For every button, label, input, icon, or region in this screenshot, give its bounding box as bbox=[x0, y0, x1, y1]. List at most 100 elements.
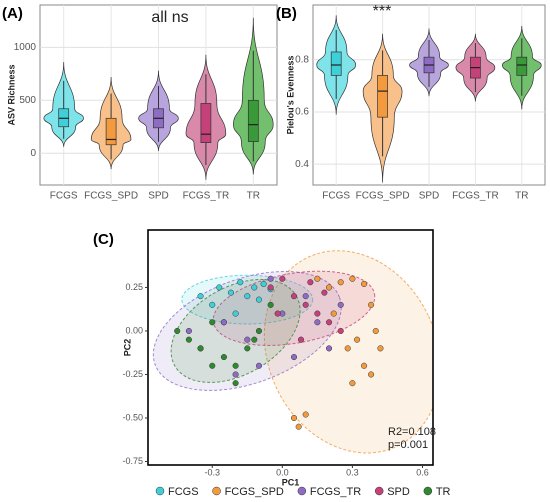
point bbox=[314, 319, 321, 326]
point bbox=[232, 310, 239, 317]
y-tick-label: 0.25 bbox=[125, 282, 143, 292]
x-tick-label: TR bbox=[515, 191, 528, 202]
point bbox=[185, 336, 192, 343]
point bbox=[267, 275, 274, 282]
point bbox=[251, 336, 258, 343]
y-tick-label: 1000 bbox=[14, 42, 37, 53]
legend-label: FCGS bbox=[168, 486, 199, 498]
point bbox=[197, 293, 204, 300]
legend-label: FCGS_TR bbox=[310, 486, 361, 498]
point bbox=[297, 336, 305, 343]
panel-label: (B) bbox=[276, 5, 297, 22]
point bbox=[255, 296, 263, 303]
x-tick-label: -0.3 bbox=[204, 467, 220, 477]
legend-marker bbox=[297, 486, 307, 496]
point bbox=[325, 345, 333, 352]
y-tick-label: 500 bbox=[19, 95, 36, 106]
y-tick-label: -0.25 bbox=[122, 369, 143, 379]
y-axis-label: PC2 bbox=[122, 339, 132, 357]
point bbox=[290, 293, 298, 300]
x-tick-label: SPD bbox=[419, 191, 440, 202]
point bbox=[349, 380, 356, 387]
box bbox=[200, 103, 212, 143]
annotation: all ns bbox=[151, 9, 188, 26]
box bbox=[516, 56, 528, 76]
y-axis-label: Pielou's Evenness bbox=[285, 56, 295, 135]
x-tick-label: FCGS_SPD bbox=[84, 191, 138, 202]
point bbox=[302, 411, 309, 418]
point bbox=[344, 345, 351, 352]
point bbox=[220, 319, 227, 326]
point bbox=[349, 275, 356, 282]
legend-marker bbox=[212, 486, 221, 496]
confidence-ellipse bbox=[263, 250, 433, 454]
point bbox=[244, 293, 251, 300]
legend-marker bbox=[155, 486, 165, 496]
point bbox=[255, 362, 263, 369]
point bbox=[307, 279, 314, 286]
box bbox=[105, 117, 117, 146]
point bbox=[279, 275, 286, 282]
point bbox=[260, 280, 267, 288]
y-tick-label: 0 bbox=[30, 148, 36, 159]
annotation: p=0.001 bbox=[388, 439, 428, 451]
point bbox=[302, 301, 309, 308]
point bbox=[321, 289, 328, 296]
point bbox=[227, 289, 234, 296]
point bbox=[361, 280, 368, 288]
point bbox=[314, 310, 321, 317]
y-tick-label: 0.8 bbox=[295, 54, 309, 65]
panel-label: (A) bbox=[2, 5, 23, 22]
point bbox=[377, 345, 384, 352]
point bbox=[337, 279, 344, 286]
x-tick-label: FCGS bbox=[50, 191, 78, 202]
point bbox=[237, 279, 244, 286]
x-tick-label: 0.0 bbox=[276, 467, 289, 477]
plot-border bbox=[147, 229, 434, 466]
point bbox=[232, 380, 239, 387]
point bbox=[368, 301, 375, 308]
annotation: *** bbox=[373, 3, 392, 20]
point bbox=[354, 336, 361, 343]
x-axis-label: PC1 bbox=[282, 477, 300, 487]
point bbox=[325, 319, 333, 326]
point bbox=[244, 336, 251, 343]
y-axis-label: ASV Richness bbox=[6, 64, 16, 125]
y-tick-label: -0.75 bbox=[122, 456, 143, 466]
legend-label: SPD bbox=[387, 486, 410, 498]
point bbox=[197, 345, 204, 352]
point bbox=[274, 310, 281, 317]
annotation: R2=0.108 bbox=[388, 426, 436, 438]
point bbox=[267, 301, 274, 308]
panel-label: (C) bbox=[93, 231, 114, 248]
point bbox=[337, 327, 344, 335]
point bbox=[232, 362, 239, 369]
point bbox=[372, 327, 379, 335]
x-tick-label: FCGS bbox=[322, 191, 350, 202]
point bbox=[302, 293, 309, 300]
x-tick-label: FCGS_SPD bbox=[356, 191, 410, 202]
point bbox=[290, 414, 298, 422]
x-tick-label: 0.3 bbox=[346, 467, 359, 477]
point bbox=[209, 319, 216, 326]
x-tick-label: FCGS_TR bbox=[183, 191, 230, 202]
y-tick-label: -0.50 bbox=[122, 412, 143, 422]
confidence-ellipse bbox=[152, 271, 342, 391]
point bbox=[337, 301, 344, 308]
legend-label: TR bbox=[436, 486, 451, 498]
plot-area bbox=[152, 250, 433, 454]
legend-marker bbox=[423, 486, 433, 496]
point bbox=[330, 310, 337, 317]
point bbox=[209, 301, 216, 308]
box bbox=[330, 51, 342, 76]
x-tick-label: SPD bbox=[148, 191, 169, 202]
point bbox=[361, 362, 368, 369]
y-tick-label: 0.4 bbox=[295, 159, 309, 170]
x-tick-label: TR bbox=[247, 191, 260, 202]
point bbox=[209, 362, 216, 369]
legend-marker bbox=[374, 486, 384, 496]
point bbox=[185, 327, 192, 335]
box bbox=[377, 75, 388, 118]
point bbox=[290, 354, 298, 361]
